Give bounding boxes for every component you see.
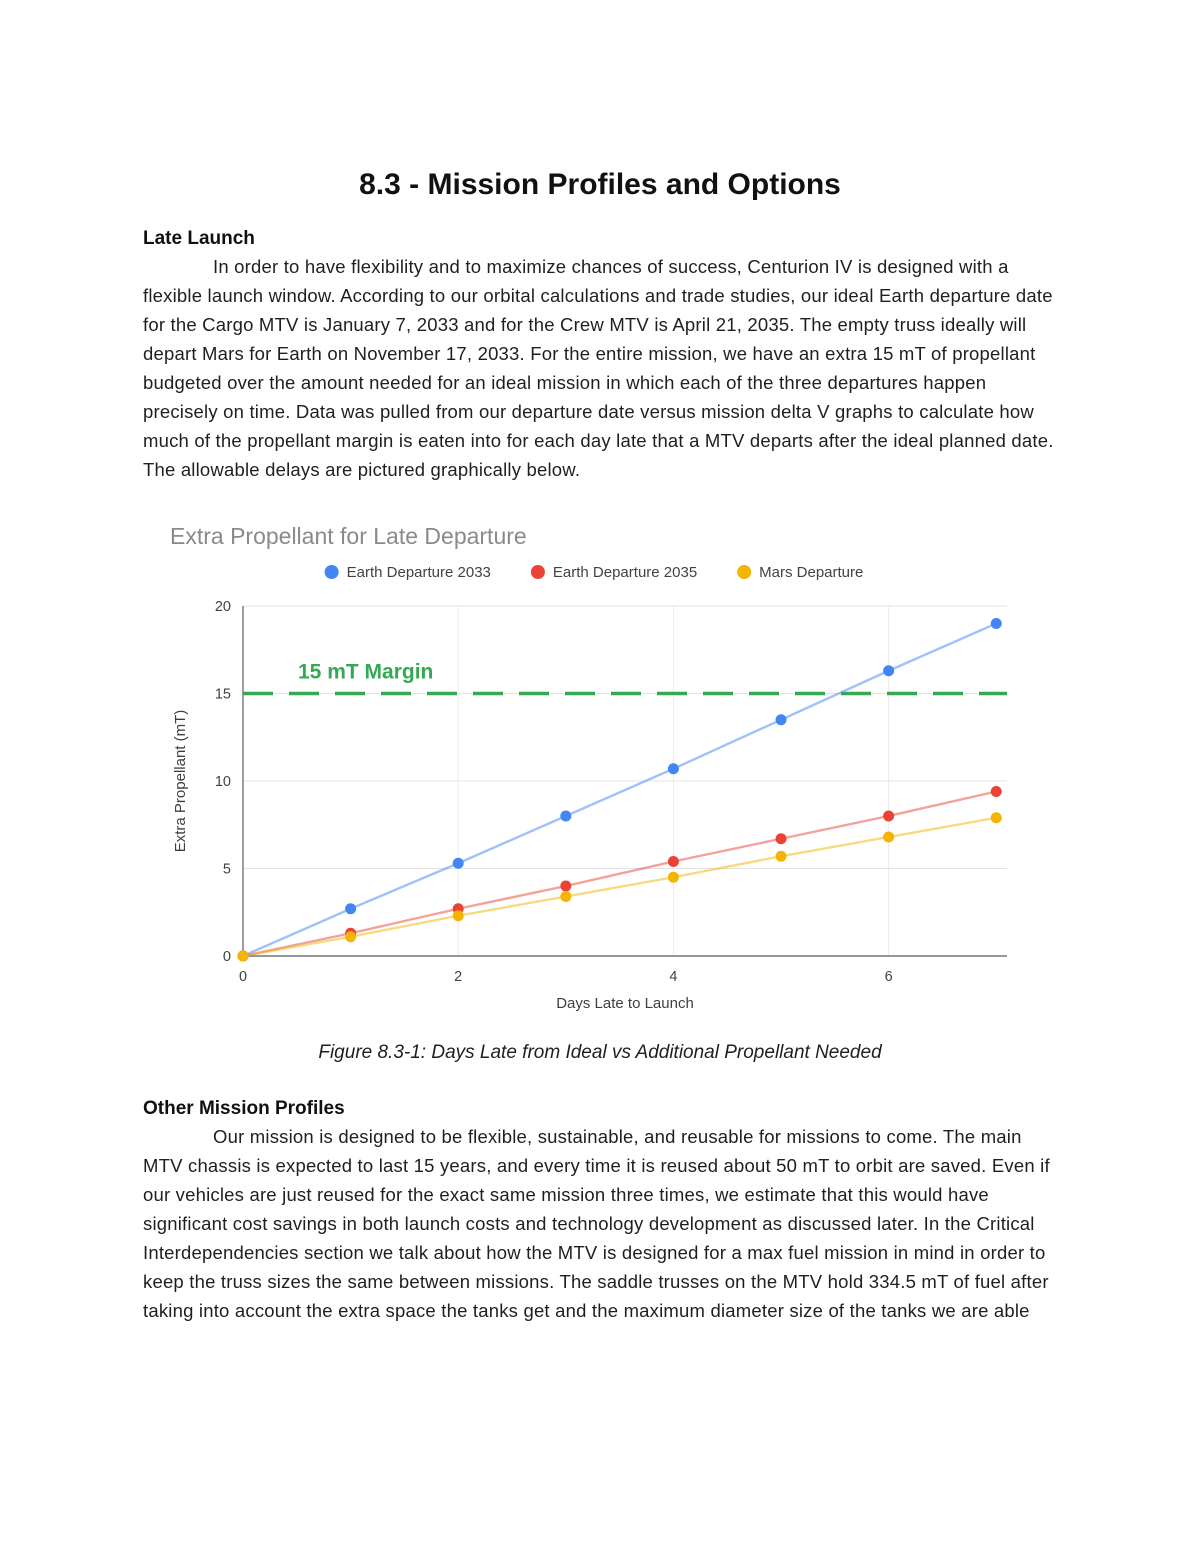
- svg-text:Earth Departure 2035: Earth Departure 2035: [553, 564, 697, 581]
- svg-text:20: 20: [215, 599, 231, 615]
- line-chart-canvas: 0 5 10 15 20 0 2 4 6 15 mT Margin Extra Propellant…: [170, 523, 1007, 1012]
- svg-text:Extra Propellant (mT): Extra Propellant (mT): [172, 710, 189, 853]
- page-title: 8.3 - Mission Profiles and Options: [359, 168, 841, 201]
- svg-text:Extra Propellant for Late Depa: Extra Propellant for Late Departure: [170, 523, 527, 549]
- svg-text:4: 4: [669, 969, 677, 985]
- section-heading-late-launch: Late Launch: [143, 228, 255, 249]
- svg-text:10: 10: [215, 774, 231, 790]
- svg-text:0: 0: [239, 969, 247, 985]
- propellant-chart: 0 5 10 15 20 0 2 4 6 15 mT Margin Extra Propellant…: [155, 514, 1057, 1024]
- svg-text:15: 15: [215, 687, 231, 703]
- svg-text:Earth Departure 2033: Earth Departure 2033: [347, 564, 491, 581]
- svg-text:Days Late to Launch: Days Late to Launch: [556, 995, 694, 1012]
- section-heading-other-profiles: Other Mission Profiles: [143, 1098, 345, 1119]
- paragraph-other-profiles: Our mission is designed to be flexible, …: [143, 1126, 1050, 1321]
- paragraph-late-launch: In order to have flexibility and to maxi…: [143, 256, 1054, 480]
- svg-text:0: 0: [223, 949, 231, 965]
- svg-text:6: 6: [885, 969, 893, 985]
- figure-caption: Figure 8.3-1: Days Late from Ideal vs Ad…: [318, 1042, 882, 1063]
- svg-text:Mars Departure: Mars Departure: [759, 564, 863, 581]
- svg-text:5: 5: [223, 862, 231, 878]
- svg-text:2: 2: [454, 969, 462, 985]
- svg-text:15 mT Margin: 15 mT Margin: [298, 661, 433, 684]
